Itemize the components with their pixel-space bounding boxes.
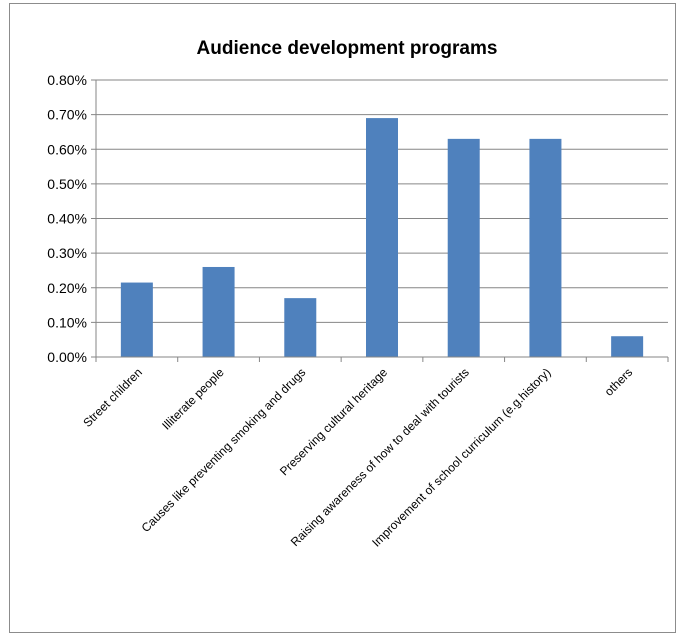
- x-category-label: others: [602, 365, 635, 398]
- y-tick-label: 0.80%: [47, 72, 87, 88]
- y-tick-label: 0.40%: [47, 211, 87, 227]
- y-tick-label: 0.70%: [47, 107, 87, 123]
- bar: [447, 138, 480, 357]
- y-tick-label: 0.10%: [47, 314, 87, 330]
- y-tick-label: 0.00%: [47, 349, 87, 365]
- y-tick-label: 0.50%: [47, 176, 87, 192]
- bar: [202, 266, 235, 357]
- x-category-label: Illiterate people: [159, 365, 227, 433]
- bar: [284, 298, 317, 357]
- x-category-label: Causes like preventing smoking and drugs: [139, 365, 309, 535]
- x-category-label: Improvement of school curriculum (e.g.hi…: [369, 365, 553, 549]
- chart-title: Audience development programs: [197, 38, 498, 59]
- bar: [529, 138, 562, 357]
- bar: [366, 118, 398, 358]
- chart-frame: [9, 3, 676, 633]
- y-tick-label: 0.30%: [47, 245, 87, 261]
- bar: [611, 336, 644, 357]
- x-category-label: Raising awareness of how to deal with to…: [288, 365, 472, 549]
- y-tick-label: 0.60%: [47, 141, 87, 157]
- bar: [120, 282, 153, 357]
- y-tick-label: 0.20%: [47, 280, 87, 296]
- x-category-label: Street children: [80, 365, 145, 430]
